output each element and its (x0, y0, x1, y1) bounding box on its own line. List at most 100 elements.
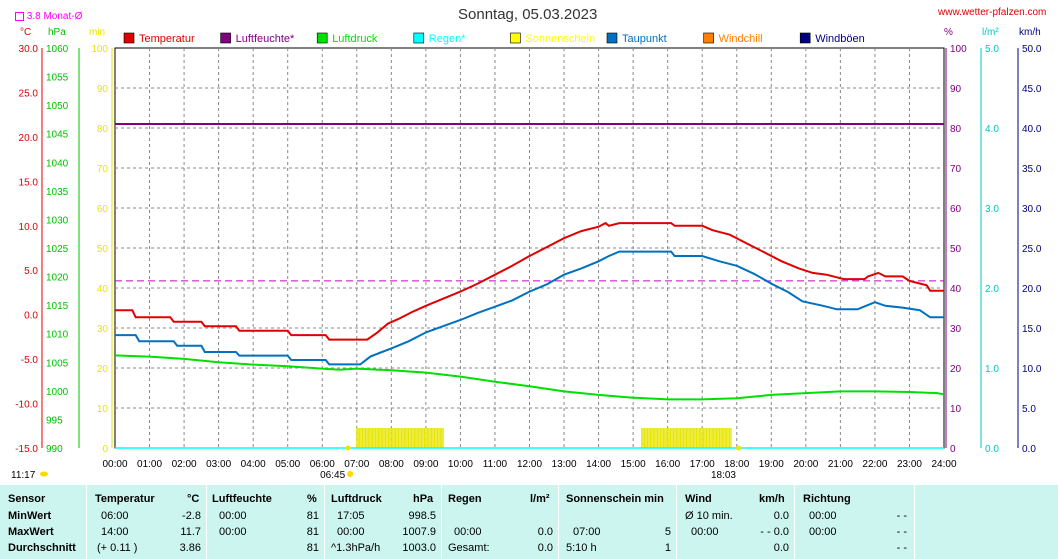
min-tick-label: 60 (97, 204, 109, 215)
temp-tick-label: 15.0 (19, 177, 39, 188)
hum-avg-value: 81 (306, 542, 319, 554)
hpa-tick-label: 1025 (46, 244, 69, 255)
time-tick-label: 18:00 (724, 459, 749, 470)
min-tick-label: 70 (97, 164, 109, 175)
temp-tick-label: -15.0 (15, 444, 38, 455)
time-tick-label: 14:00 (586, 459, 611, 470)
kmh-tick-label: 25.0 (1022, 244, 1042, 255)
hdr-regen-unit: l/m² (530, 493, 550, 505)
hpa-tick-label: 1055 (46, 73, 69, 84)
legend-swatch (799, 32, 811, 44)
hdr-luftfeuchte-unit: % (307, 493, 317, 505)
pct-tick-label: 70 (950, 164, 962, 175)
legend-label: Windböen (815, 33, 865, 45)
rain-tick-label: 1.0 (985, 364, 999, 375)
kmh-tick-label: 5.0 (1022, 404, 1036, 415)
pct-tick-label: 40 (950, 284, 962, 295)
temp-tick-label: 30.0 (19, 44, 39, 55)
pct-tick-label: 100 (950, 44, 967, 55)
col-luftdruck: Luftdruck hPa 17:05 998.5 00:00 1007.9 ^… (324, 485, 442, 559)
sunset-marker (735, 445, 741, 451)
hpa-tick-label: 1035 (46, 187, 69, 198)
hpa-tick-label: 1060 (46, 44, 69, 55)
luftdruck-line (114, 354, 945, 401)
hdr-wind-unit: km/h (759, 493, 785, 505)
wind-min-label: Ø 10 min. (685, 510, 733, 522)
temp-avg-delta: (+ 0.11 ) (97, 542, 138, 554)
temp-max-time: 14:00 (101, 526, 129, 538)
pct-tick-label: 10 (950, 404, 962, 415)
time-tick-label: 05:00 (275, 459, 300, 470)
hpa-tick-label: 1045 (46, 130, 69, 141)
min-tick-label: 90 (97, 84, 109, 95)
col-sensor: Sensor MinWert MaxWert Durchschnitt (0, 485, 86, 559)
unit-hpa: hPa (48, 27, 66, 38)
wind-max-value: - - 0.0 (760, 526, 789, 538)
min-tick-label: 0 (102, 444, 108, 455)
hdr-luftdruck: Luftdruck (331, 493, 382, 505)
rain-total-value: 0.0 (537, 542, 553, 554)
hdr-temperatur-unit: °C (187, 493, 200, 505)
time-tick-label: 01:00 (137, 459, 162, 470)
stats-table: Sensor MinWert MaxWert Durchschnitt Temp… (0, 485, 1058, 559)
legend-swatch (413, 32, 425, 44)
kmh-tick-label: 30.0 (1022, 204, 1042, 215)
min-tick-label: 30 (97, 324, 109, 335)
dir-max-value: - - (896, 526, 907, 538)
weather-chart: 30.0 25.0 20.0 15.0 10.0 5.0 0.0 -5.0 -10.0 -15.0… (11, 32, 1042, 481)
pct-tick-label: 30 (950, 324, 962, 335)
moon-icon (40, 471, 48, 477)
rain-total-label: Gesamt: (448, 542, 490, 554)
unit-lm2: l/m² (982, 27, 999, 38)
hpa-tick-label: 1010 (46, 330, 69, 341)
sunset-time-label: 18:03 (711, 470, 736, 481)
wind-min-value: 0.0 (773, 510, 789, 522)
legend-label: Luftdruck (332, 33, 378, 45)
kmh-tick-label: 10.0 (1022, 364, 1042, 375)
row-label-max: MaxWert (8, 526, 54, 538)
month-avg-label: 3.8 Monat-Ø (15, 11, 82, 22)
rain-tick-label: 2.0 (985, 284, 999, 295)
hdr-luftdruck-unit: hPa (413, 493, 434, 505)
min-tick-label: 20 (97, 364, 109, 375)
temp-avg-value: 3.86 (179, 542, 201, 554)
dir-min-value: - - (896, 510, 907, 522)
legend-swatch (606, 32, 618, 44)
legend-swatch (510, 32, 521, 44)
pct-tick-label: 0 (950, 444, 956, 455)
legend-label: Windchill (719, 33, 763, 45)
time-tick-label: 04:00 (241, 459, 266, 470)
hdr-sensor: Sensor (8, 493, 46, 505)
hpa-tick-label: 1050 (46, 101, 69, 112)
rain-tick-label: 5.0 (985, 44, 999, 55)
website-link[interactable]: www.wetter-pfalzen.com (938, 7, 1047, 18)
hpa-tick-label: 1030 (46, 215, 69, 226)
press-min-time: 17:05 (337, 510, 365, 522)
legend-label: Taupunkt (622, 33, 667, 45)
hum-min-time: 00:00 (219, 510, 247, 522)
temp-tick-label: 10.0 (19, 222, 39, 233)
hpa-tick-label: 990 (46, 444, 63, 455)
wind-max-time: 00:00 (691, 526, 719, 538)
rain-max-value: 0.0 (537, 526, 553, 538)
temp-min-time: 06:00 (101, 510, 129, 522)
time-tick-label: 10:00 (448, 459, 473, 470)
pct-tick-label: 60 (950, 204, 962, 215)
moonset-time-label: 11:17 (11, 470, 36, 481)
time-tick-label: 06:00 (310, 459, 335, 470)
time-tick-label: 21:00 (828, 459, 853, 470)
press-trend: ^1.3hPa/h (331, 542, 381, 554)
rain-tick-label: 3.0 (985, 204, 999, 215)
legend-swatch (123, 32, 135, 44)
time-tick-label: 15:00 (621, 459, 646, 470)
time-tick-label: 17:00 (690, 459, 715, 470)
legend-label: Luftfeuchte* (236, 33, 295, 45)
kmh-tick-label: 0.0 (1022, 444, 1036, 455)
hdr-temperatur: Temperatur (95, 493, 155, 505)
hum-max-time: 00:00 (219, 526, 247, 538)
sunrise-icon (347, 471, 354, 477)
unit-min: min (89, 27, 106, 38)
sun-max-value: 5 (664, 526, 671, 538)
min-tick-label: 10 (97, 404, 109, 415)
legend-label: Regen* (429, 33, 466, 45)
